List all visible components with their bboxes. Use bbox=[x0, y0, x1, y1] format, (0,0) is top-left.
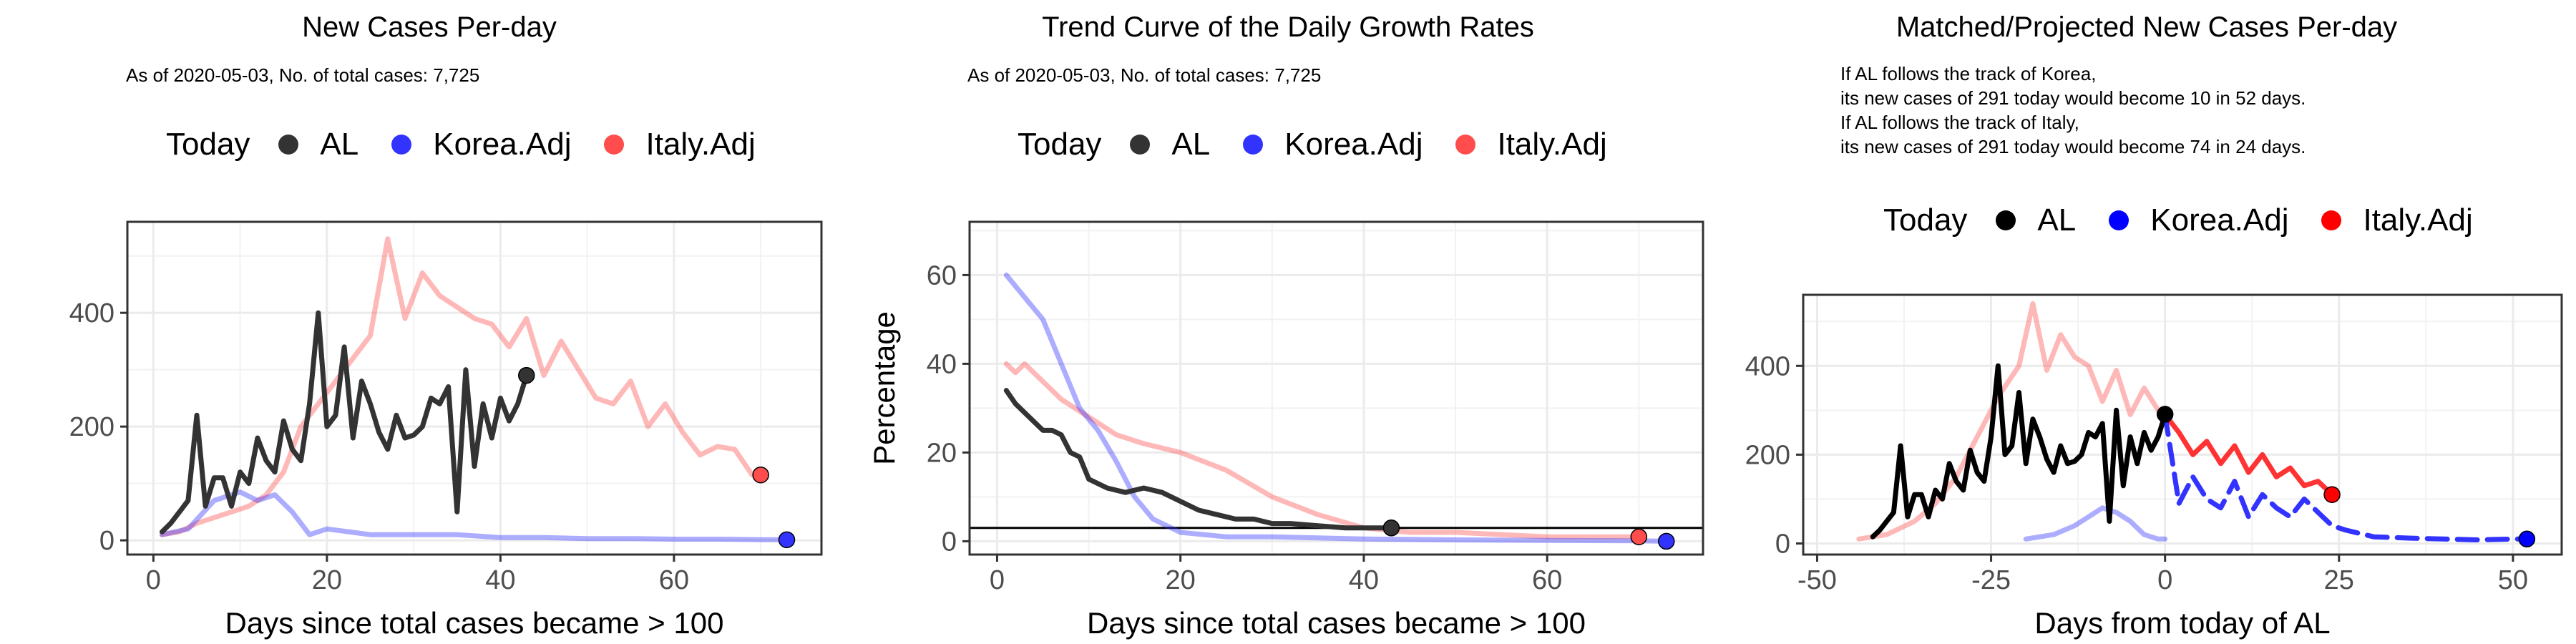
x-tick-label: 60 bbox=[1532, 565, 1562, 595]
series-line-al bbox=[1003, 388, 1394, 531]
series-line-italy-adj bbox=[1003, 361, 1641, 540]
today-point-al bbox=[2156, 406, 2174, 423]
x-tick-label: 60 bbox=[659, 565, 689, 595]
chart-title: New Cases Per-day bbox=[302, 11, 557, 43]
legend-dot-al bbox=[1996, 210, 2016, 230]
legend-dot-korea bbox=[2109, 210, 2129, 230]
panel-new-cases: New Cases Per-day As of 2020-05-03, No. … bbox=[0, 0, 859, 644]
legend: Today AL Korea.Adj Italy.Adj bbox=[1018, 123, 1640, 166]
y-tick-label: 20 bbox=[927, 438, 957, 468]
legend-item-korea: Korea.Adj bbox=[391, 127, 571, 162]
series-line-korea-adj-matched bbox=[2023, 505, 2168, 542]
y-tick-label: 60 bbox=[927, 260, 957, 291]
x-tick-label: 25 bbox=[2324, 565, 2354, 595]
today-point-korea-adj bbox=[2518, 530, 2536, 548]
legend-item-al: AL bbox=[1996, 203, 2076, 238]
grid bbox=[127, 222, 821, 555]
y-tick-label: 40 bbox=[927, 349, 957, 379]
plot-frame bbox=[968, 220, 1704, 556]
today-point-korea-adj bbox=[1658, 532, 1675, 550]
panel-projected-cases: Matched/Projected New Cases Per-day If A… bbox=[1717, 0, 2576, 644]
x-tick-label: -50 bbox=[1797, 565, 1837, 595]
series-line-al bbox=[1870, 363, 2168, 540]
legend: Today AL Korea.Adj Italy.Adj bbox=[166, 123, 789, 166]
x-tick-label: 0 bbox=[990, 565, 1005, 595]
y-tick-label: 0 bbox=[1775, 529, 1790, 559]
today-point-al bbox=[518, 366, 535, 384]
legend-title: Today bbox=[166, 127, 250, 162]
y-axis-label: Percentage bbox=[867, 311, 901, 465]
legend-item-al: AL bbox=[278, 127, 358, 162]
x-tick-label: -25 bbox=[1971, 565, 2011, 595]
series-line-korea-adj bbox=[160, 489, 781, 542]
x-axis-label: Days since total cases became > 100 bbox=[1087, 606, 1586, 640]
series-line-italy-adj bbox=[160, 236, 755, 537]
chart-subtitle-line-1: If AL follows the track of Korea, bbox=[1840, 63, 2097, 84]
chart-subtitle-line-4: its new cases of 291 today would become … bbox=[1840, 136, 2306, 157]
legend-title: Today bbox=[1018, 127, 1102, 162]
legend-title: Today bbox=[1883, 203, 1968, 238]
legend-dot-italy bbox=[604, 135, 625, 155]
today-point-italy-adj bbox=[1630, 528, 1648, 545]
plot-frame bbox=[1802, 293, 2563, 556]
x-tick-label: 40 bbox=[485, 565, 515, 595]
plot-area: 0 20 40 60 0 200 400 Days since total cases bec… bbox=[69, 220, 823, 640]
panel-growth-rates: Trend Curve of the Daily Growth Rates As… bbox=[859, 0, 1717, 644]
grid bbox=[1803, 295, 2562, 555]
chart-subtitle-line-2: its new cases of 291 today would become … bbox=[1840, 87, 2306, 109]
plot-area: -50 -25 0 25 50 0 200 400 Days from today of AL bbox=[1745, 293, 2563, 640]
grid bbox=[970, 222, 1703, 555]
x-axis-label: Days from today of AL bbox=[2034, 606, 2330, 640]
legend-dot-italy bbox=[1455, 135, 1476, 155]
legend-item-italy: Italy.Adj bbox=[1455, 127, 1607, 162]
chart-title: Matched/Projected New Cases Per-day bbox=[1896, 11, 2398, 43]
today-point-korea-adj bbox=[778, 531, 796, 549]
today-point-italy-adj bbox=[752, 466, 769, 484]
series-line-italy-adj-projected bbox=[2162, 412, 2335, 497]
y-tick-label: 0 bbox=[99, 526, 114, 556]
y-tick-label: 400 bbox=[69, 298, 114, 328]
legend-dot-al bbox=[278, 135, 299, 155]
series-line-korea-adj-projected bbox=[2162, 412, 2529, 542]
legend-dot-al bbox=[1130, 135, 1151, 155]
x-tick-label: 40 bbox=[1349, 565, 1379, 595]
x-tick-label: 20 bbox=[1166, 565, 1196, 595]
plot-frame bbox=[126, 220, 823, 556]
x-tick-label: 50 bbox=[2498, 565, 2528, 595]
legend-item-korea: Korea.Adj bbox=[2109, 203, 2288, 238]
legend: Today AL Korea.Adj Italy.Adj bbox=[1883, 199, 2506, 242]
y-tick-label: 200 bbox=[69, 412, 114, 442]
x-tick-label: 0 bbox=[146, 565, 161, 595]
legend-dot-korea bbox=[391, 135, 412, 155]
legend-item-italy: Italy.Adj bbox=[2321, 203, 2473, 238]
legend-dot-korea bbox=[1243, 135, 1264, 155]
series-line-korea-adj bbox=[1003, 272, 1669, 544]
legend-item-italy: Italy.Adj bbox=[604, 127, 756, 162]
today-point-al bbox=[1382, 519, 1400, 537]
plot-area: 0 20 40 60 0 20 40 60 Days since total cases bec… bbox=[867, 220, 1704, 640]
chart-subtitle-line-3: If AL follows the track of Italy, bbox=[1840, 112, 2079, 133]
chart-subtitle: As of 2020-05-03, No. of total cases: 7,… bbox=[967, 64, 1322, 86]
legend-item-korea: Korea.Adj bbox=[1243, 127, 1423, 162]
series-line-italy-adj-matched bbox=[1856, 301, 2168, 542]
chart-subtitle: As of 2020-05-03, No. of total cases: 7,… bbox=[126, 64, 480, 86]
series-line-al bbox=[160, 310, 530, 535]
y-tick-label: 400 bbox=[1745, 351, 1790, 381]
x-tick-label: 0 bbox=[2157, 565, 2172, 595]
x-axis-label: Days since total cases became > 100 bbox=[225, 606, 724, 640]
legend-dot-italy bbox=[2321, 210, 2342, 230]
y-tick-label: 200 bbox=[1745, 440, 1790, 470]
chart-title: Trend Curve of the Daily Growth Rates bbox=[1042, 11, 1534, 43]
y-tick-label: 0 bbox=[942, 527, 957, 557]
legend-item-al: AL bbox=[1130, 127, 1210, 162]
today-point-italy-adj bbox=[2323, 486, 2341, 503]
x-tick-label: 20 bbox=[312, 565, 342, 595]
